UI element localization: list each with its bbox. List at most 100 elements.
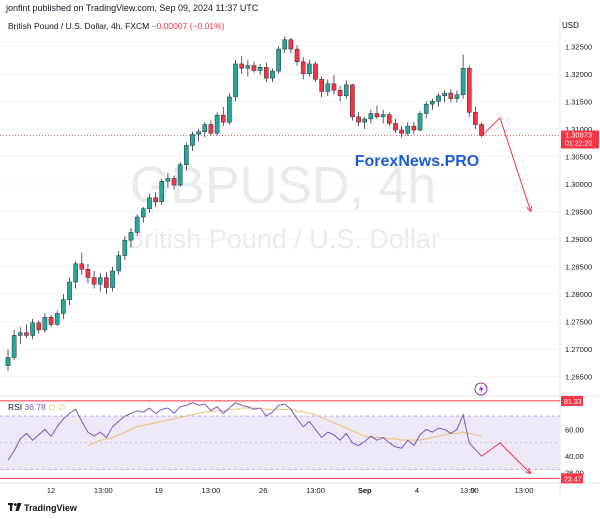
last-price-label: 1.30873 [565,131,592,140]
forexnews-brand: ForexNews.PRO [355,153,479,170]
candle-body [405,125,411,134]
candle-body [417,113,423,131]
candle-body [128,232,134,241]
price-tick-label: 1.32000 [565,70,592,79]
candle-body [245,65,251,69]
rsi-ma-line [87,407,482,446]
candle-body [473,112,478,125]
candle-body [67,281,72,300]
candle-body [116,255,121,272]
candle-body [165,178,171,182]
candle-body [54,313,60,325]
candle-body [97,277,103,285]
time-tick-label: 19 [155,486,163,495]
symbol-title: British Pound / U.S. Dollar, 4h, FXCM [8,21,150,31]
candle-body [430,101,435,105]
candle-body [239,63,245,69]
price-tick-label: 1.26500 [565,373,592,382]
rsi-legend: RSI 36.78 ∅ ∅ [8,402,65,413]
candle-body [18,332,23,336]
candle-body [36,322,42,331]
candle-body [264,67,269,79]
candle-body [214,114,220,134]
candle-body [233,63,238,98]
time-tick-label: 13:00 [202,486,221,495]
candle-body [42,317,48,331]
candle-body [319,79,324,92]
candle-body [270,70,275,79]
candle-body [460,68,466,95]
candle-body [374,113,380,117]
rsi-ma-value: ∅ ∅ [48,402,66,412]
lightning-icon[interactable] [474,382,488,396]
tradingview-footer[interactable]: TradingView [8,503,77,513]
candle-body [368,113,374,120]
projection-arrow [481,116,533,213]
candle-body [85,269,91,278]
candle-body [11,335,17,358]
time-tick-label: 26 [259,486,267,495]
tradingview-logo-icon [8,503,22,511]
candle-body [184,145,189,165]
rsi-level-tag [561,395,583,406]
candle-body [448,92,454,99]
time-tick-label: 13:00 [94,486,113,495]
time-axis: 12 13:00 19 13:00 26 13:00 Sep 4 13:009 13:00 [47,486,534,495]
candle-body [171,178,177,186]
candle-body [466,68,472,113]
time-tick-label: 9 [471,486,475,495]
candle-body [356,116,361,123]
time-tick-label: 4 [415,486,419,495]
price-tick-label: 1.30000 [565,180,592,189]
candle-body [196,131,201,135]
candle-body [48,317,54,325]
time-tick-label: 13:00 [515,486,534,495]
currency-label[interactable]: USD [562,21,579,30]
candle-body [454,94,460,99]
candle-body [479,124,484,136]
candle-body [442,92,447,97]
symbol-legend: British Pound / U.S. Dollar, 4h, FXCM −0… [8,21,224,31]
price-tick-label: 1.31500 [565,97,592,106]
candle-body [411,125,417,131]
candle-body [134,216,140,233]
candle-body [387,114,392,124]
candle-body [140,208,146,218]
countdown-label: 01:22:20 [565,141,592,148]
price-tick-label: 1.27000 [565,345,592,354]
rsi-level-label: 81.33 [564,399,582,406]
candle-body [294,48,300,62]
projection-arrow-head [526,205,533,213]
rsi-projection-arrow-path [481,442,532,474]
rsi-tick-label: 28.00 [565,468,584,477]
tradingview-brand: TradingView [24,503,77,513]
candle-body [208,124,214,134]
publisher-info: jonfint published on TradingView.com, Se… [6,3,259,13]
price-change: −0.00007 (−0.01%) [151,21,225,31]
time-tick-label: Sep [358,486,372,495]
price-tick-label: 1.28500 [565,263,592,272]
rsi-level-tag [561,473,583,484]
price-tick-label: 1.30500 [565,152,592,161]
candle-body [30,322,35,336]
price-tick-label: 1.29500 [565,208,592,217]
price-tick-label: 1.31000 [565,125,592,134]
candle-body [147,197,152,209]
candle-body [227,96,232,123]
candle-body [159,181,165,202]
candle-body [110,270,115,288]
rsi-value: 36.78 [24,402,46,412]
candle-body [24,332,29,336]
price-grid [0,45,560,378]
candle-body [220,114,226,123]
price-tick-label: 1.27500 [565,318,592,327]
candles [5,36,484,372]
time-tick-label: 13:00 [306,486,325,495]
rsi-name: RSI [8,402,23,412]
last-price-tag: 1.30873 01:22:20 [561,130,599,149]
candle-body [393,123,398,131]
projection-arrow-path [481,116,532,212]
rsi-tick-label: 40.00 [565,452,584,461]
candle-body [79,263,85,270]
